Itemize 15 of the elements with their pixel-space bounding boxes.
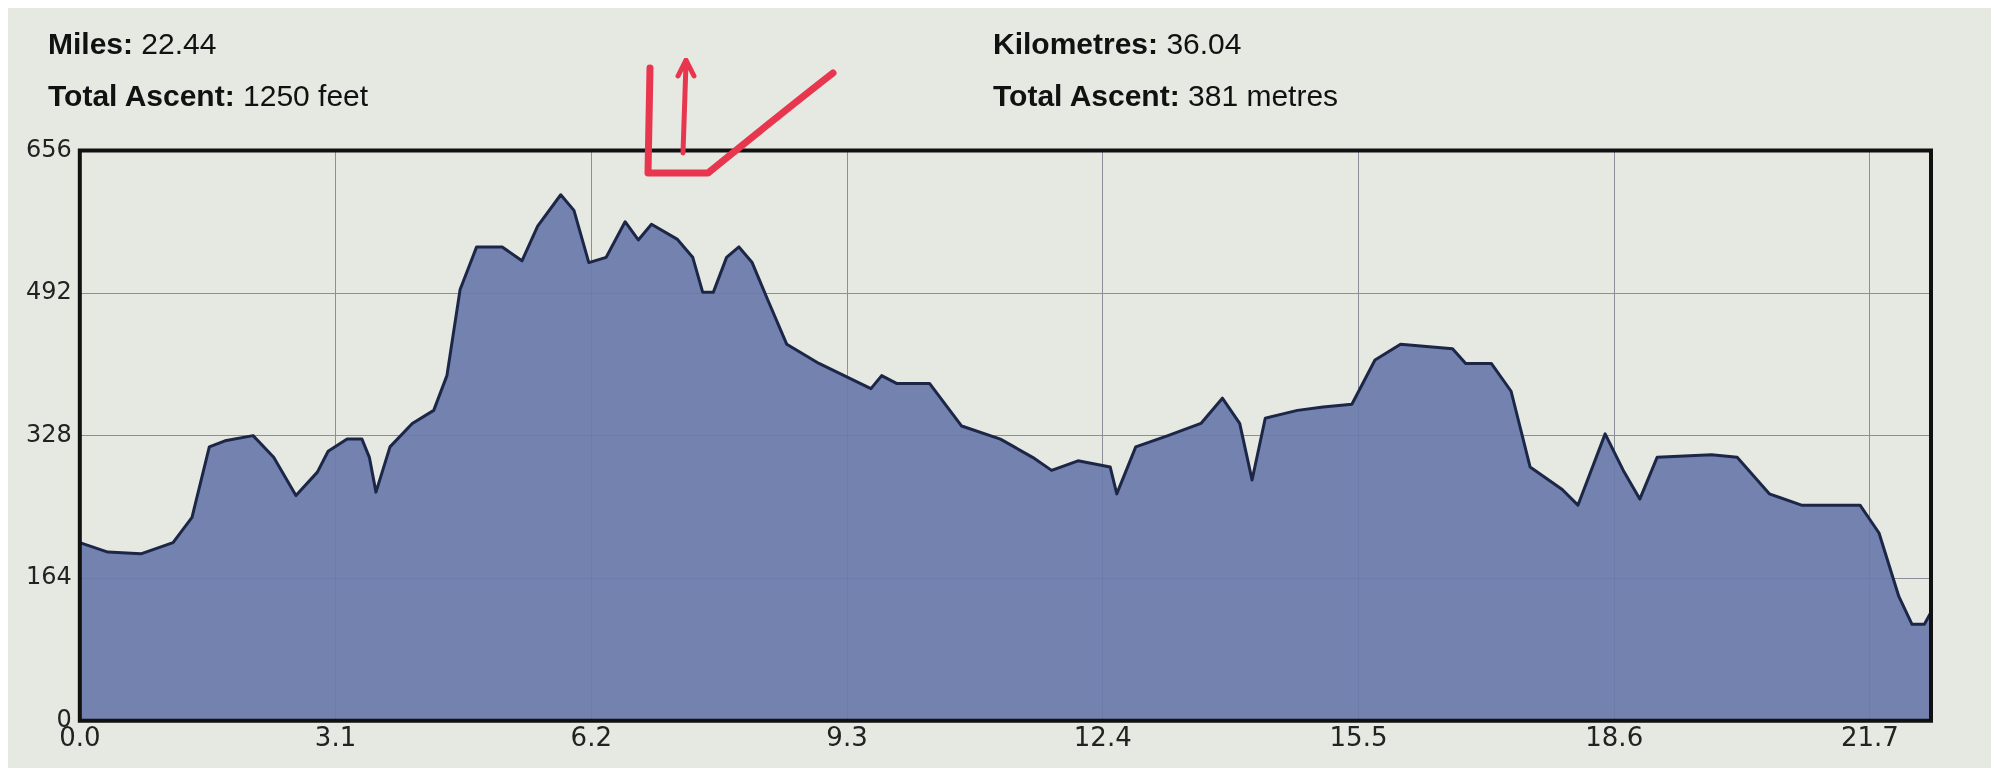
y-tick-label: 328 xyxy=(26,419,72,448)
x-tick-label: 15.5 xyxy=(1329,722,1388,753)
x-tick-label: 9.3 xyxy=(826,722,868,753)
text: Total Ascent: 381 metres xyxy=(993,79,1339,112)
text: Kilometres: 36.04 xyxy=(993,27,1242,60)
y-tick-label: 656 xyxy=(26,134,72,163)
x-tick-label: 18.6 xyxy=(1585,722,1644,753)
x-tick-label: 21.7 xyxy=(1841,722,1899,753)
x-tick-label: 6.2 xyxy=(570,722,612,753)
y-tick-label: 164 xyxy=(26,562,72,591)
text: Miles: 22.44 xyxy=(48,27,217,60)
text: Total Ascent: 1250 feet xyxy=(48,79,369,112)
x-tick-label: 3.1 xyxy=(314,722,357,753)
y-tick-label: 492 xyxy=(26,277,72,306)
x-tick-label: 12.4 xyxy=(1073,722,1132,753)
